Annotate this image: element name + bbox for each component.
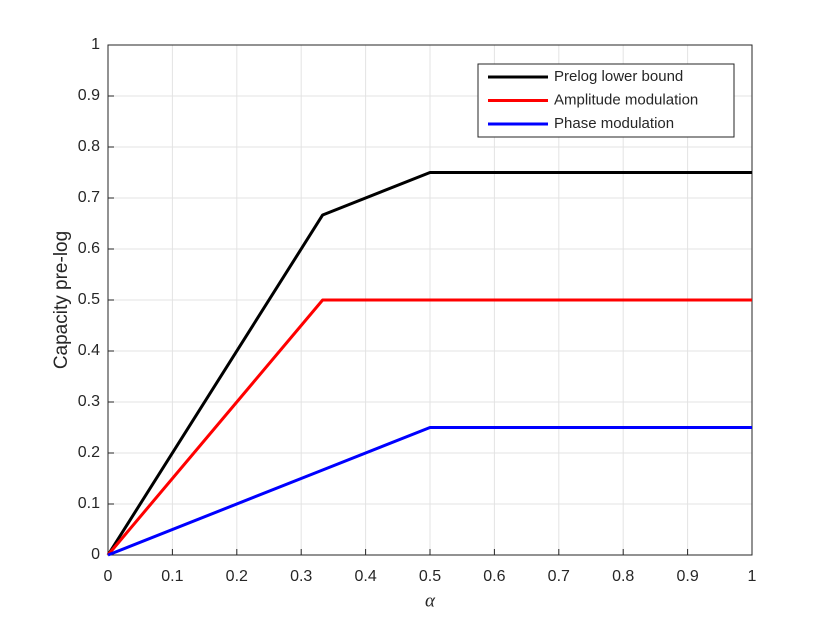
- y-tick-label: 0: [91, 546, 100, 563]
- x-tick-label: 0.8: [612, 568, 634, 585]
- y-tick-label: 1: [91, 36, 100, 53]
- y-tick-label: 0.8: [78, 138, 100, 155]
- y-tick-label: 0.2: [78, 444, 100, 461]
- y-tick-label: 0.1: [78, 495, 100, 512]
- y-tick-label: 0.3: [78, 393, 100, 410]
- x-tick-label: 0.4: [354, 568, 376, 585]
- legend-label: Amplitude modulation: [554, 91, 698, 108]
- x-tick-label: 1: [748, 568, 757, 585]
- x-tick-label: 0.5: [419, 568, 441, 585]
- x-tick-label: 0: [104, 568, 113, 585]
- data-line: [106, 298, 752, 556]
- y-tick-label: 0.6: [78, 240, 100, 257]
- y-tick-label: 0.7: [78, 189, 100, 206]
- x-tick-label: 0.6: [483, 568, 505, 585]
- data-line: [106, 171, 752, 556]
- x-tick-label: 0.7: [548, 568, 570, 585]
- y-axis-label: Capacity pre-log: [51, 231, 72, 369]
- x-tick-label: 0.3: [290, 568, 312, 585]
- data-line: [107, 426, 752, 557]
- legend-label: Prelog lower bound: [554, 68, 683, 85]
- y-tick-label: 0.5: [78, 291, 100, 308]
- x-tick-label: 0.2: [226, 568, 248, 585]
- x-axis-label: α: [425, 590, 436, 611]
- y-tick-label: 0.4: [78, 342, 100, 359]
- legend-label: Phase modulation: [554, 115, 674, 132]
- y-tick-label: 0.9: [78, 87, 100, 104]
- x-tick-label: 0.9: [676, 568, 698, 585]
- x-tick-label: 0.1: [161, 568, 183, 585]
